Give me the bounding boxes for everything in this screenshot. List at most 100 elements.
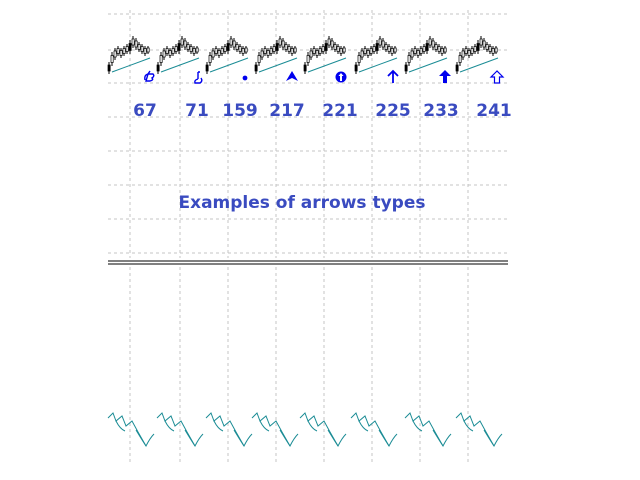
candle-body: [324, 43, 328, 51]
zigzag-line: [350, 412, 390, 447]
candle-body: [235, 44, 239, 50]
candle-body: [437, 46, 441, 52]
zigzag-curve: [483, 429, 503, 447]
candle-body: [110, 55, 114, 63]
candle-body: [369, 48, 373, 54]
caption-text: Examples of arrows types: [178, 193, 425, 213]
candle-body: [217, 50, 221, 56]
candle-body: [232, 40, 236, 48]
candle-body: [315, 50, 319, 56]
candle-body: [312, 48, 316, 54]
candle-body: [143, 48, 147, 54]
candle-body: [491, 48, 495, 54]
candle-body: [281, 40, 285, 48]
candle-body: [422, 46, 426, 52]
window-separator: [108, 260, 508, 265]
hand-pointing-icon: [144, 70, 155, 82]
candle-body: [330, 40, 334, 48]
candle-body: [479, 38, 483, 46]
candle-body: [390, 48, 394, 54]
candle-body: [488, 46, 492, 52]
trend-line: [258, 57, 298, 73]
candle-body: [425, 43, 429, 51]
candle-body: [220, 48, 224, 54]
zigzag-curve: [115, 420, 126, 432]
zigzag-curve: [412, 420, 423, 432]
candle-body: [171, 48, 175, 54]
candle-body: [168, 50, 172, 56]
candle-body: [229, 38, 233, 46]
candle-body: [107, 64, 111, 72]
candle-body: [431, 40, 435, 48]
candle-body: [290, 48, 294, 54]
arrow-code-label: 221: [322, 101, 358, 121]
arrow-glyph-row: [144, 69, 505, 84]
zigzag-curve: [259, 420, 270, 432]
trend-line: [307, 57, 347, 73]
candle-body: [238, 46, 242, 52]
candle-body: [387, 46, 391, 52]
zigzag-line: [299, 412, 339, 447]
candle-body: [162, 50, 166, 58]
mini-chart: [156, 36, 200, 74]
candle-body: [165, 48, 169, 54]
candle-body: [137, 44, 141, 50]
zigzag-curve: [135, 429, 155, 447]
candle-body: [125, 46, 129, 52]
candle-body: [443, 47, 447, 53]
candle-body: [189, 46, 193, 52]
zigzag-curve: [432, 429, 452, 447]
candle-body: [455, 64, 459, 72]
candle-body: [440, 48, 444, 54]
mini-chart: [404, 36, 448, 74]
mini-chart: [354, 36, 398, 74]
candle-body: [159, 55, 163, 63]
zigzag-indicator: [350, 412, 398, 447]
candle-body: [333, 44, 337, 50]
candle-body: [116, 48, 120, 54]
candle-body: [140, 46, 144, 52]
zigzag-indicator: [107, 412, 155, 447]
zigzag-curve: [279, 429, 299, 447]
candle-body: [378, 38, 382, 46]
candle-body: [318, 48, 322, 54]
zigzag-line: [404, 412, 444, 447]
arrow-code-label: 71: [185, 101, 209, 121]
candle-body: [381, 40, 385, 48]
trend-line: [209, 57, 249, 73]
candle-body: [156, 64, 160, 72]
zigzag-curve: [164, 420, 175, 432]
arrow-code-label: 217: [269, 101, 305, 121]
candle-body: [284, 44, 288, 50]
candle-body: [410, 50, 414, 58]
arrow-code-label: 159: [222, 101, 258, 121]
zigzag-curve: [233, 429, 253, 447]
candle-body: [321, 46, 325, 52]
candle-body: [407, 55, 411, 63]
candle-body: [128, 43, 132, 51]
zigzag-indicator-row: [107, 412, 503, 447]
zigzag-indicator: [251, 412, 299, 447]
grid-lines: [108, 10, 508, 462]
candle-body: [287, 46, 291, 52]
candle-body: [208, 55, 212, 63]
zigzag-curve: [307, 420, 318, 432]
zigzag-curve: [378, 429, 398, 447]
trend-line: [459, 57, 499, 73]
candle-body: [413, 48, 417, 54]
zigzag-indicator: [156, 412, 204, 447]
candle-body: [244, 47, 248, 53]
arrow-code-label: 241: [476, 101, 512, 121]
arrow-code-label: 67: [133, 101, 157, 121]
candle-body: [269, 48, 273, 54]
zigzag-indicator: [205, 412, 253, 447]
zigzag-curve: [463, 420, 474, 432]
candle-body: [342, 47, 346, 53]
zigzag-indicator: [455, 412, 503, 447]
trend-line: [358, 57, 398, 73]
zigzag-line: [205, 412, 245, 447]
candle-body: [113, 50, 117, 58]
candle-body: [336, 46, 340, 52]
mini-chart: [254, 36, 298, 74]
candle-body: [482, 40, 486, 48]
